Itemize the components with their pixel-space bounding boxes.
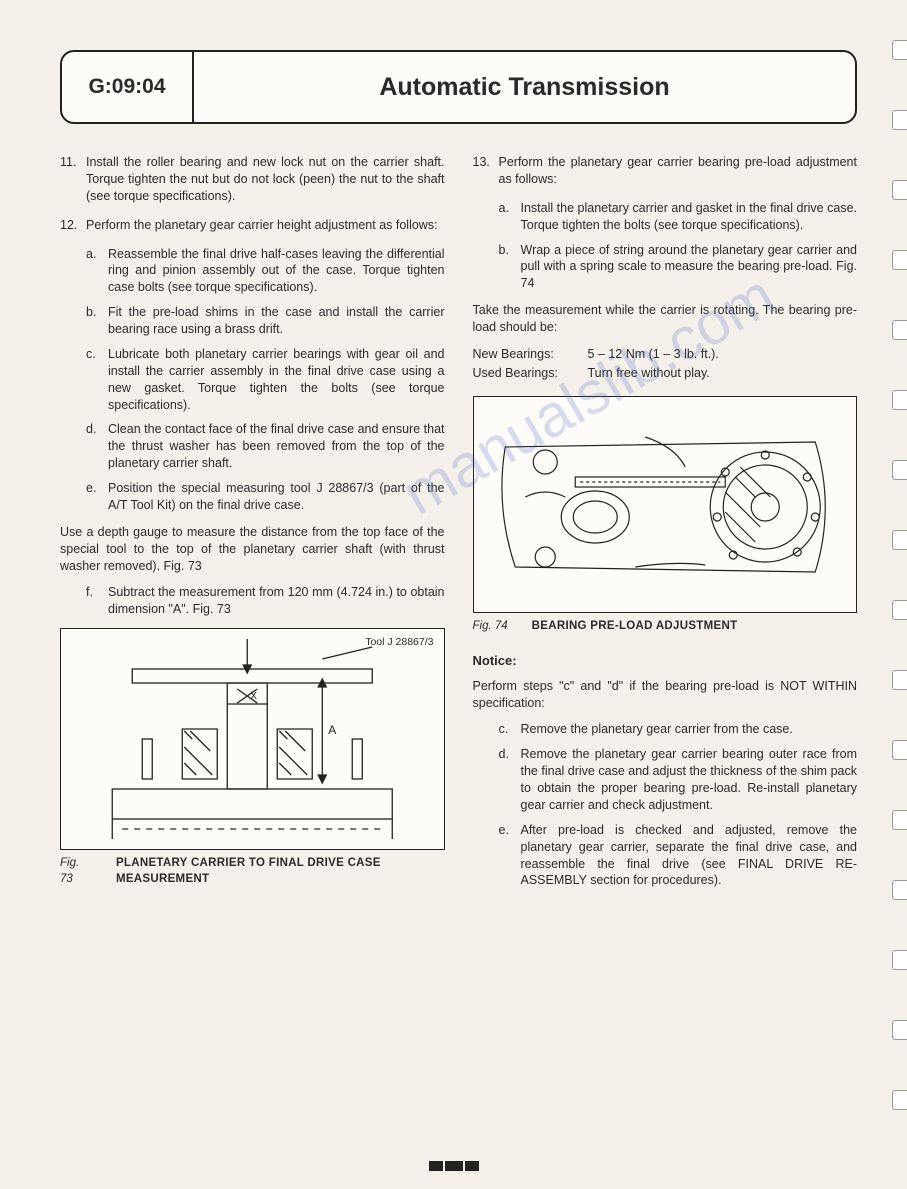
substep-13b: b. Wrap a piece of string around the pla…	[499, 242, 858, 293]
svg-text:X: X	[250, 691, 257, 702]
substep-text: Reassemble the final drive half-cases le…	[108, 246, 445, 297]
substep-text: Remove the planetary gear carrier from t…	[521, 721, 858, 738]
spec-label: New Bearings:	[473, 346, 588, 363]
paragraph-depth-gauge: Use a depth gauge to measure the distanc…	[60, 524, 445, 575]
spec-used-bearings: Used Bearings: Turn free without play.	[473, 365, 858, 382]
substep-12f: f. Subtract the measurement from 120 mm …	[86, 584, 445, 618]
step-13: 13. Perform the planetary gear carrier b…	[473, 154, 858, 188]
step-number: 13.	[473, 154, 499, 188]
substep-c: c. Remove the planetary gear carrier fro…	[499, 721, 858, 738]
substep-text: Remove the planetary gear carrier bearin…	[521, 746, 858, 814]
substep-text: Install the planetary carrier and gasket…	[521, 200, 858, 234]
substep-12c: c. Lubricate both planetary carrier bear…	[86, 346, 445, 414]
step-number: 12.	[60, 217, 86, 234]
section-code: G:09:04	[62, 52, 194, 122]
paragraph-take-measurement: Take the measurement while the carrier i…	[473, 302, 858, 336]
figure-74-caption: Fig. 74 BEARING PRE-LOAD ADJUSTMENT	[473, 619, 858, 635]
notice-heading: Notice:	[473, 652, 858, 670]
figure-label: Fig. 73	[60, 856, 92, 887]
substep-letter: e.	[86, 480, 108, 514]
substep-text: Wrap a piece of string around the planet…	[521, 242, 858, 293]
figure-label: Fig. 74	[473, 619, 508, 635]
right-column: 13. Perform the planetary gear carrier b…	[473, 154, 858, 897]
substep-12e: e. Position the special measuring tool J…	[86, 480, 445, 514]
substep-letter: b.	[499, 242, 521, 293]
section-title: Automatic Transmission	[194, 52, 855, 122]
substep-text: Lubricate both planetary carrier bearing…	[108, 346, 445, 414]
step-text: Perform the planetary gear carrier beari…	[499, 154, 858, 188]
notice-paragraph: Perform steps "c" and "d" if the bearing…	[473, 678, 858, 712]
header-box: G:09:04 Automatic Transmission	[60, 50, 857, 124]
substep-text: Clean the contact face of the final driv…	[108, 421, 445, 472]
substep-letter: f.	[86, 584, 108, 618]
substep-letter: b.	[86, 304, 108, 338]
step-text: Install the roller bearing and new lock …	[86, 154, 445, 205]
step-number: 11.	[60, 154, 86, 205]
spec-new-bearings: New Bearings: 5 – 12 Nm (1 – 3 lb. ft.).	[473, 346, 858, 363]
substep-12d: d. Clean the contact face of the final d…	[86, 421, 445, 472]
substep-letter: a.	[86, 246, 108, 297]
page: G:09:04 Automatic Transmission 11. Insta…	[0, 0, 907, 1189]
substep-text: Position the special measuring tool J 28…	[108, 480, 445, 514]
step-11: 11. Install the roller bearing and new l…	[60, 154, 445, 205]
two-column-body: 11. Install the roller bearing and new l…	[60, 154, 857, 897]
step-text: Perform the planetary gear carrier heigh…	[86, 217, 445, 234]
substep-letter: c.	[499, 721, 521, 738]
fig73-tool-label-text: Tool J 28867/3	[365, 635, 433, 649]
substep-text: After pre-load is checked and adjusted, …	[521, 822, 858, 890]
step-12: 12. Perform the planetary gear carrier h…	[60, 217, 445, 234]
substep-letter: e.	[499, 822, 521, 890]
substep-letter: a.	[499, 200, 521, 234]
substep-text: Fit the pre-load shims in the case and i…	[108, 304, 445, 338]
figure-title: BEARING PRE-LOAD ADJUSTMENT	[532, 619, 738, 635]
substep-letter: c.	[86, 346, 108, 414]
figure-title: PLANETARY CARRIER TO FINAL DRIVE CASE ME…	[116, 856, 445, 887]
figure-73: A X Tool J 28867/3	[60, 628, 445, 850]
substep-text: Subtract the measurement from 120 mm (4.…	[108, 584, 445, 618]
substep-letter: d.	[499, 746, 521, 814]
spec-value: Turn free without play.	[588, 365, 710, 382]
substep-d: d. Remove the planetary gear carrier bea…	[499, 746, 858, 814]
figure-74	[473, 396, 858, 613]
dmc-logo	[429, 1161, 479, 1171]
spiral-binding	[889, 0, 907, 1189]
left-column: 11. Install the roller bearing and new l…	[60, 154, 445, 897]
spec-label: Used Bearings:	[473, 365, 588, 382]
svg-text:A: A	[328, 723, 336, 737]
substep-e: e. After pre-load is checked and adjuste…	[499, 822, 858, 890]
substep-13a: a. Install the planetary carrier and gas…	[499, 200, 858, 234]
spec-value: 5 – 12 Nm (1 – 3 lb. ft.).	[588, 346, 719, 363]
substep-letter: d.	[86, 421, 108, 472]
substep-12b: b. Fit the pre-load shims in the case an…	[86, 304, 445, 338]
substep-12a: a. Reassemble the final drive half-cases…	[86, 246, 445, 297]
figure-73-caption: Fig. 73 PLANETARY CARRIER TO FINAL DRIVE…	[60, 856, 445, 887]
